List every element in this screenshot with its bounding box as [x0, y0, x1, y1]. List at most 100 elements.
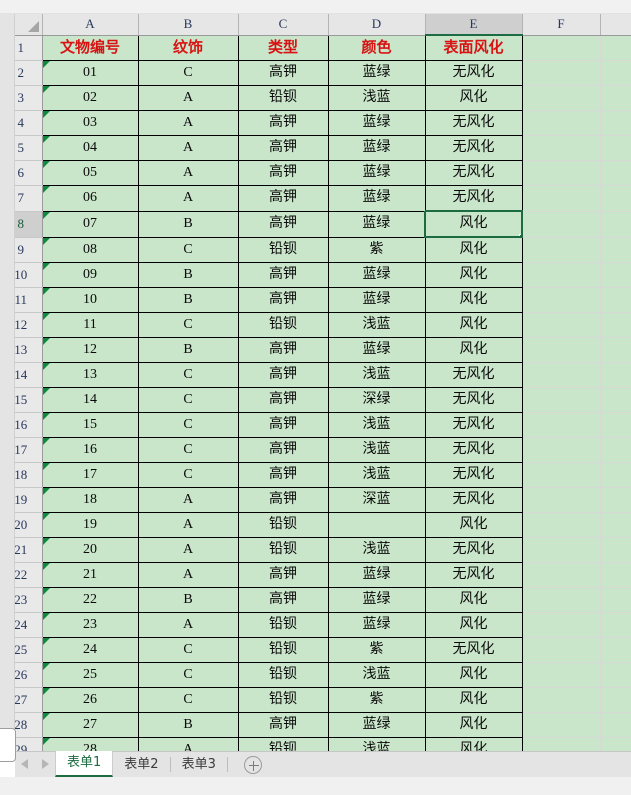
column-header-e[interactable]: E — [425, 14, 523, 36]
cell-C10[interactable]: 高钾 — [238, 262, 329, 288]
cell-A16[interactable]: 15 — [41, 412, 139, 438]
cell-D18[interactable]: 浅蓝 — [328, 462, 426, 488]
cell-A29[interactable]: 28 — [41, 737, 139, 751]
cell-B10[interactable]: B — [138, 262, 239, 288]
cell-C28[interactable]: 高钾 — [238, 712, 329, 738]
cell-G20[interactable] — [600, 512, 631, 538]
cell-E2[interactable]: 无风化 — [425, 60, 523, 86]
cell-B7[interactable]: A — [138, 185, 239, 212]
cell-E20[interactable]: 风化 — [425, 512, 523, 538]
cell-F29[interactable] — [521, 737, 601, 751]
cell-E21[interactable]: 无风化 — [425, 537, 523, 563]
cell-E25[interactable]: 无风化 — [425, 637, 523, 663]
cell-D21[interactable]: 浅蓝 — [328, 537, 426, 563]
spreadsheet-grid[interactable]: A B C D E F 1 文物编号 纹饰 类型 颜色 表面风化 2 01 C 高钾 蓝绿 无风化 3 0… — [0, 14, 631, 751]
cell-C27[interactable]: 铅钡 — [238, 687, 329, 713]
header-cell-C1[interactable]: 类型 — [238, 35, 329, 61]
cell-G15[interactable] — [600, 387, 631, 413]
cell-D25[interactable]: 紫 — [328, 637, 426, 663]
cell-C5[interactable]: 高钾 — [238, 135, 329, 161]
cell-G26[interactable] — [600, 662, 631, 688]
cell-E5[interactable]: 无风化 — [425, 135, 523, 161]
cell-A19[interactable]: 18 — [41, 487, 139, 513]
cell-A2[interactable]: 01 — [41, 60, 139, 86]
cell-A25[interactable]: 24 — [41, 637, 139, 663]
row-header-18[interactable]: 18 — [0, 462, 43, 488]
sheet-tab-3[interactable]: 表单3 — [181, 757, 216, 772]
cell-A22[interactable]: 21 — [41, 562, 139, 588]
cell-C21[interactable]: 铅钡 — [238, 537, 329, 563]
cell-G21[interactable] — [600, 537, 631, 563]
cell-B11[interactable]: B — [138, 287, 239, 313]
cell-G13[interactable] — [600, 337, 631, 363]
cell-D14[interactable]: 浅蓝 — [328, 362, 426, 388]
cell-C20[interactable]: 铅钡 — [238, 512, 329, 538]
cell-D11[interactable]: 蓝绿 — [328, 287, 426, 313]
cell-F23[interactable] — [521, 587, 601, 613]
cell-C16[interactable]: 高钾 — [238, 412, 329, 438]
cell-E23[interactable]: 风化 — [425, 587, 523, 613]
cell-B9[interactable]: C — [138, 237, 239, 263]
cell-D26[interactable]: 浅蓝 — [328, 662, 426, 688]
cell-C14[interactable]: 高钾 — [238, 362, 329, 388]
cell-F19[interactable] — [521, 487, 601, 513]
cell-E24[interactable]: 风化 — [425, 612, 523, 638]
cell-A26[interactable]: 25 — [41, 662, 139, 688]
cell-F11[interactable] — [521, 287, 601, 313]
cell-E9[interactable]: 风化 — [425, 237, 523, 263]
cell-F26[interactable] — [521, 662, 601, 688]
cell-G28[interactable] — [600, 712, 631, 738]
cell-E13[interactable]: 风化 — [425, 337, 523, 363]
header-cell-A1[interactable]: 文物编号 — [41, 35, 139, 61]
column-header-c[interactable]: C — [238, 14, 329, 36]
cell-A6[interactable]: 05 — [41, 160, 139, 186]
cell-D29[interactable]: 浅蓝 — [328, 737, 426, 751]
cell-G12[interactable] — [600, 312, 631, 338]
cell-C9[interactable]: 铅钡 — [238, 237, 329, 263]
cell-C4[interactable]: 高钾 — [238, 110, 329, 136]
cell-B23[interactable]: B — [138, 587, 239, 613]
cell-B22[interactable]: A — [138, 562, 239, 588]
cell-A21[interactable]: 20 — [41, 537, 139, 563]
cell-C6[interactable]: 高钾 — [238, 160, 329, 186]
cell-E27[interactable]: 风化 — [425, 687, 523, 713]
cell-F18[interactable] — [521, 462, 601, 488]
cell-D6[interactable]: 蓝绿 — [328, 160, 426, 186]
cell-A23[interactable]: 22 — [41, 587, 139, 613]
cell-F22[interactable] — [521, 562, 601, 588]
cell-B12[interactable]: C — [138, 312, 239, 338]
cell-D15[interactable]: 深绿 — [328, 387, 426, 413]
cell-G9[interactable] — [600, 237, 631, 263]
cell-D13[interactable]: 蓝绿 — [328, 337, 426, 363]
cell-E11[interactable]: 风化 — [425, 287, 523, 313]
arrow-left-icon[interactable] — [21, 759, 28, 769]
column-header-b[interactable]: B — [138, 14, 239, 36]
cell-B25[interactable]: C — [138, 637, 239, 663]
cell-B6[interactable]: A — [138, 160, 239, 186]
cell-B28[interactable]: B — [138, 712, 239, 738]
cell-G22[interactable] — [600, 562, 631, 588]
cell-D19[interactable]: 深蓝 — [328, 487, 426, 513]
cell-A5[interactable]: 04 — [41, 135, 139, 161]
cell-B29[interactable]: A — [138, 737, 239, 751]
cell-G24[interactable] — [600, 612, 631, 638]
cell-F9[interactable] — [521, 237, 601, 263]
cell-A17[interactable]: 16 — [41, 437, 139, 463]
cell-E28[interactable]: 风化 — [425, 712, 523, 738]
cell-B16[interactable]: C — [138, 412, 239, 438]
cell-D22[interactable]: 蓝绿 — [328, 562, 426, 588]
cell-C13[interactable]: 高钾 — [238, 337, 329, 363]
cell-A13[interactable]: 12 — [41, 337, 139, 363]
cell-B18[interactable]: C — [138, 462, 239, 488]
cell-B14[interactable]: C — [138, 362, 239, 388]
cell-A28[interactable]: 27 — [41, 712, 139, 738]
cell-G11[interactable] — [600, 287, 631, 313]
cell-C11[interactable]: 高钾 — [238, 287, 329, 313]
header-cell-E1[interactable]: 表面风化 — [425, 35, 523, 61]
cell-A10[interactable]: 09 — [41, 262, 139, 288]
cell-E18[interactable]: 无风化 — [425, 462, 523, 488]
cell-A15[interactable]: 14 — [41, 387, 139, 413]
cell-G17[interactable] — [600, 437, 631, 463]
cell-G18[interactable] — [600, 462, 631, 488]
cell-C7[interactable]: 高钾 — [238, 185, 329, 212]
